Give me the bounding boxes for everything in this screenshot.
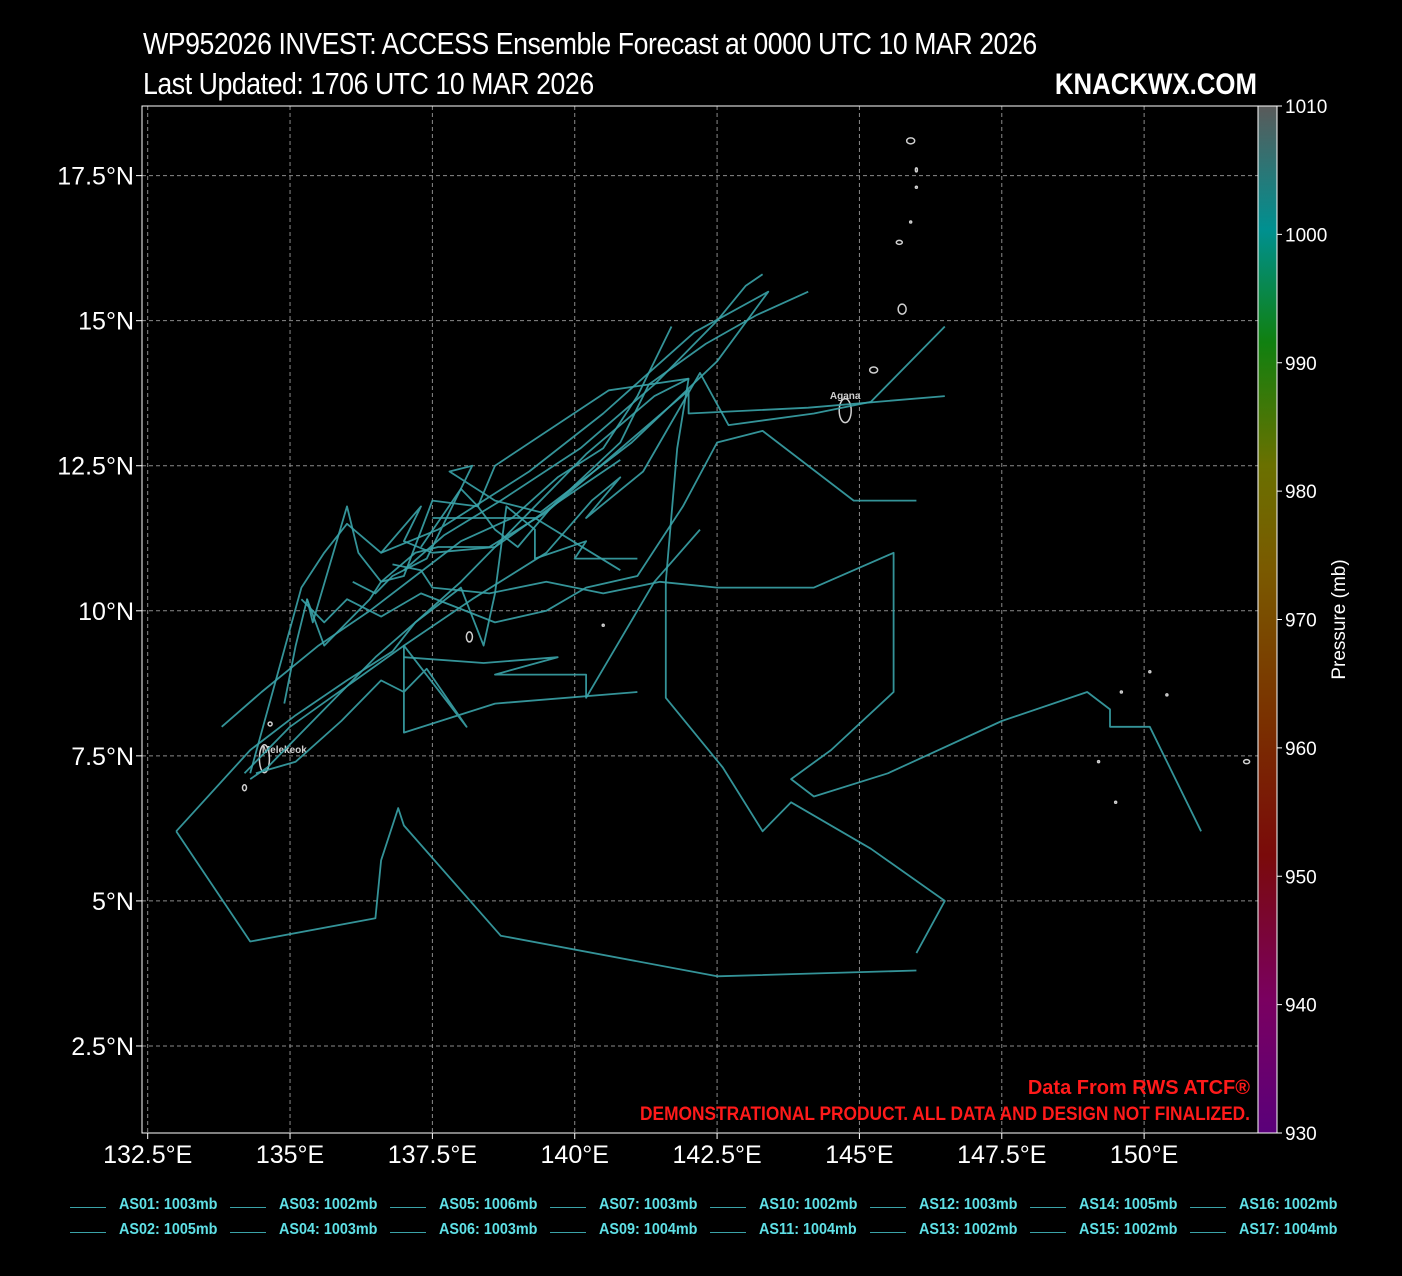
track-line-12 <box>300 430 917 624</box>
plot-frame <box>141 105 1259 1134</box>
legend-label: AS04: 1003mb <box>279 1221 378 1238</box>
x-tick-label: 137.5°E <box>388 1141 477 1169</box>
legend-swatch <box>870 1207 906 1208</box>
track-line-14 <box>432 517 621 571</box>
island-outline <box>465 631 474 643</box>
legend-swatch <box>1190 1232 1226 1233</box>
colorbar <box>1257 105 1278 1134</box>
legend-swatch <box>550 1207 586 1208</box>
y-tick-label: 5°N <box>92 888 134 916</box>
brand-logo: KNACKWX.COM <box>1054 68 1257 101</box>
track-line-4 <box>306 377 946 954</box>
island-outline <box>868 366 879 374</box>
legend-swatch <box>870 1232 906 1233</box>
legend-label: AS01: 1003mb <box>119 1196 218 1213</box>
chart-subtitle: Last Updated: 1706 UTC 10 MAR 2026 <box>143 66 594 101</box>
legend-label: AS03: 1002mb <box>279 1196 378 1213</box>
legend-label: AS12: 1003mb <box>919 1196 1018 1213</box>
legend-swatch <box>230 1232 266 1233</box>
legend-swatch <box>390 1232 426 1233</box>
x-tick-label: 145°E <box>825 1141 893 1169</box>
legend-label: AS17: 1004mb <box>1239 1221 1338 1238</box>
legend-swatch <box>390 1207 426 1208</box>
legend-swatch <box>710 1232 746 1233</box>
x-tick-label: 140°E <box>541 1141 609 1169</box>
track-line-11 <box>255 644 638 775</box>
island-outline <box>1113 800 1118 805</box>
y-tick-label: 2.5°N <box>71 1033 134 1061</box>
legend-swatch <box>1030 1232 1066 1233</box>
track-line-7 <box>403 273 764 571</box>
island-outline <box>914 185 919 189</box>
island-outline <box>241 784 248 792</box>
legend-swatch <box>70 1232 106 1233</box>
data-source-note: Data From RWS ATCF® <box>1028 1077 1250 1099</box>
legend-label: AS15: 1002mb <box>1079 1221 1178 1238</box>
track-line-10 <box>403 529 701 699</box>
island-outline <box>838 397 852 424</box>
legend-swatch <box>1030 1207 1066 1208</box>
x-tick-label: 147.5°E <box>957 1141 1046 1169</box>
x-tick-label: 142.5°E <box>672 1141 761 1169</box>
island-outline <box>1096 759 1101 764</box>
legend-label: AS13: 1002mb <box>919 1221 1018 1238</box>
track-line-8 <box>221 326 673 728</box>
island-outline <box>908 220 913 224</box>
y-tick-label: 10°N <box>78 598 134 626</box>
colorbar-tick-label: 930 <box>1285 1124 1317 1145</box>
legend-label: AS05: 1006mb <box>439 1196 538 1213</box>
colorbar-tick-label: 990 <box>1285 354 1317 375</box>
chart-title: WP952026 INVEST: ACCESS Ensemble Forecas… <box>143 26 1037 61</box>
legend-label: AS09: 1004mb <box>599 1221 698 1238</box>
island-outline <box>267 721 273 727</box>
island-outline <box>897 303 907 315</box>
island-outline <box>914 167 919 173</box>
legend-label: AS07: 1003mb <box>599 1196 698 1213</box>
island-outline <box>1148 669 1152 674</box>
track-line-2 <box>249 459 621 774</box>
legend-label: AS02: 1005mb <box>119 1221 218 1238</box>
colorbar-tick-label: 970 <box>1285 611 1317 632</box>
y-tick-label: 7.5°N <box>71 743 134 771</box>
colorbar-tick-label: 1010 <box>1285 97 1327 118</box>
y-tick-label: 12.5°N <box>57 453 134 481</box>
track-line-13 <box>175 505 638 832</box>
legend-swatch <box>70 1207 106 1208</box>
legend-swatch <box>710 1207 746 1208</box>
x-tick-label: 135°E <box>256 1141 324 1169</box>
island-outline <box>895 239 904 246</box>
legend-label: AS14: 1005mb <box>1079 1196 1178 1213</box>
legend-label: AS11: 1004mb <box>759 1221 857 1238</box>
legend-label: AS10: 1002mb <box>759 1196 858 1213</box>
track-line-16 <box>392 551 1202 832</box>
disclaimer-note: DEMONSTRATIONAL PRODUCT. ALL DATA AND DE… <box>640 1104 1250 1125</box>
island-outline <box>1119 690 1124 694</box>
colorbar-tick-label: 980 <box>1285 482 1317 503</box>
place-label: Agana <box>830 391 861 402</box>
colorbar-tick-label: 950 <box>1285 867 1317 888</box>
track-line-1 <box>249 377 690 780</box>
track-line-5 <box>175 807 917 978</box>
legend-swatch <box>550 1232 586 1233</box>
colorbar-tick-label: 940 <box>1285 996 1317 1017</box>
colorbar-label: Pressure (mb) <box>1329 559 1350 679</box>
colorbar-tick-label: 1000 <box>1285 225 1327 246</box>
y-tick-label: 15°N <box>78 308 134 336</box>
legend-label: AS16: 1002mb <box>1239 1196 1338 1213</box>
island-outline <box>905 137 916 145</box>
legend-swatch <box>230 1207 266 1208</box>
island-outline <box>1242 758 1251 765</box>
track-line-15 <box>420 290 809 548</box>
legend-swatch <box>1190 1207 1226 1208</box>
track-line-9 <box>243 325 946 774</box>
x-tick-label: 132.5°E <box>103 1141 192 1169</box>
colorbar-tick-label: 960 <box>1285 739 1317 760</box>
island-outline <box>1165 693 1169 697</box>
legend-label: AS06: 1003mb <box>439 1221 538 1238</box>
x-tick-label: 150°E <box>1110 1141 1178 1169</box>
island-outline <box>601 623 605 628</box>
y-tick-label: 17.5°N <box>57 163 134 191</box>
